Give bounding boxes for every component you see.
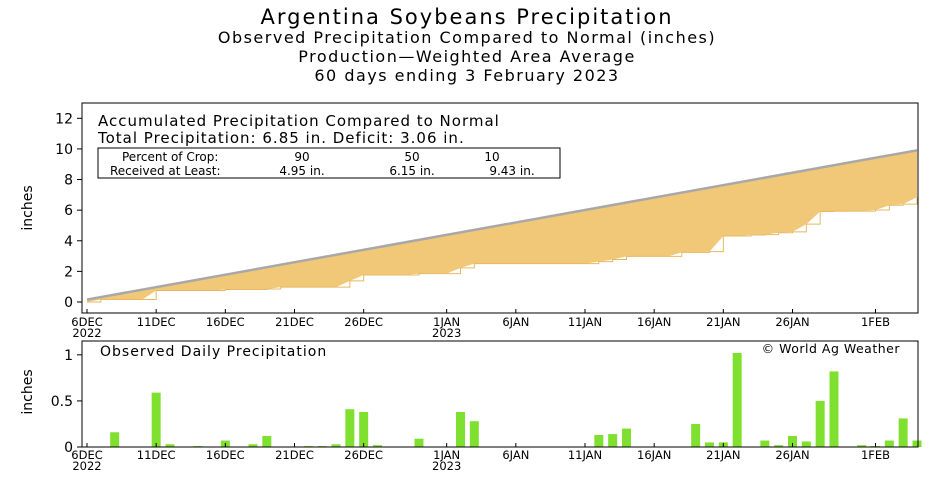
- daily-precip-bar: [788, 435, 797, 447]
- panel1-title: Accumulated Precipitation Compared to No…: [98, 112, 500, 130]
- y-tick-label: 8: [64, 173, 73, 189]
- y-axis-label: inches: [20, 369, 36, 414]
- percent-of-crop-value: 50: [404, 150, 419, 164]
- chart-subtitle-1: Observed Precipitation Compared to Norma…: [217, 28, 717, 47]
- x-tick-label: 11JAN: [568, 448, 602, 462]
- percent-of-crop-label: Percent of Crop:: [122, 150, 218, 164]
- x-tick-label: 11JAN: [568, 315, 602, 329]
- panel2-frame: [81, 340, 919, 448]
- daily-precip-bar: [110, 432, 120, 447]
- x-tick-label: 1JAN: [433, 448, 460, 462]
- daily-precip-bar: [815, 400, 825, 447]
- daily-precip-bar: [331, 444, 341, 447]
- percent-of-crop-value: 10: [484, 150, 499, 164]
- y-tick-label: 0: [64, 440, 73, 456]
- chart-title: Argentina Soybeans Precipitation: [260, 5, 674, 29]
- daily-precip-bar: [345, 409, 355, 447]
- chart-subtitle-3: 60 days ending 3 February 2023: [314, 66, 620, 85]
- x-tick-label: 16DEC: [206, 448, 245, 462]
- daily-precip-bar: [622, 428, 631, 447]
- daily-precip-bar: [898, 418, 908, 447]
- daily-precip-bar: [912, 440, 922, 447]
- y-tick-label: 4: [64, 234, 73, 250]
- x-tick-label: 21JAN: [706, 448, 740, 462]
- received-at-least-label: Received at Least:: [110, 164, 221, 178]
- x-tick-year-label: 2023: [432, 459, 461, 473]
- panel1-totals: Total Precipitation: 6.85 in. Deficit: 3…: [97, 129, 465, 147]
- y-tick-label: 10: [55, 142, 73, 158]
- chart-subtitle-2: Production—Weighted Area Average: [298, 47, 636, 66]
- copyright-label: © World Ag Weather: [762, 341, 901, 356]
- x-tick-label: 6DEC: [71, 315, 102, 329]
- daily-precip-bar: [248, 444, 258, 447]
- percent-of-crop-value: 90: [294, 150, 309, 164]
- x-tick-year-label: 2023: [432, 326, 461, 340]
- panel1-frame: [81, 102, 919, 314]
- daily-precip-bar: [774, 445, 784, 447]
- x-tick-label: 1FEB: [861, 315, 890, 329]
- daily-precip-bar: [857, 445, 867, 447]
- received-at-least-value: 6.15 in.: [389, 164, 434, 178]
- daily-precip-bar: [165, 444, 175, 447]
- daily-precip-bar: [801, 441, 811, 447]
- x-tick-year-label: 2022: [72, 326, 101, 340]
- x-tick-label: 21DEC: [275, 448, 314, 462]
- daily-precip-bar: [608, 434, 618, 447]
- normal-accumulation-line: [86, 149, 918, 301]
- y-tick-label: 0: [64, 295, 73, 311]
- y-tick-label: 12: [55, 111, 73, 127]
- x-tick-label: 16JAN: [637, 448, 671, 462]
- x-tick-label: 21DEC: [275, 315, 314, 329]
- x-tick-label: 16DEC: [206, 315, 245, 329]
- y-tick-label: 6: [64, 203, 73, 219]
- x-tick-label: 16JAN: [637, 315, 671, 329]
- received-at-least-value: 9.43 in.: [489, 164, 534, 178]
- daily-precip-bar: [829, 371, 839, 447]
- daily-precip-bar: [456, 411, 465, 447]
- daily-precip-bar: [151, 392, 161, 447]
- y-tick-label: 1: [64, 348, 73, 364]
- x-tick-label: 26JAN: [775, 448, 809, 462]
- x-tick-label: 26JAN: [775, 315, 809, 329]
- y-tick-label: 0.5: [51, 394, 73, 410]
- chart-titles: Argentina Soybeans Precipitation Observe…: [0, 6, 934, 85]
- x-tick-label: 6JAN: [502, 315, 529, 329]
- daily-precip-bar: [359, 411, 369, 447]
- x-tick-label: 26DEC: [344, 315, 383, 329]
- x-tick-label: 11DEC: [137, 448, 176, 462]
- daily-precip-bar: [691, 423, 701, 447]
- daily-precip-bar: [732, 352, 742, 447]
- daily-precip-bar: [594, 435, 604, 447]
- y-axis-label: inches: [20, 185, 36, 230]
- crop-percent-box: [97, 147, 561, 179]
- x-tick-label: 6DEC: [71, 448, 102, 462]
- daily-precip-bar: [705, 442, 714, 447]
- panel2-title: Observed Daily Precipitation: [100, 344, 327, 360]
- y-tick-label: 2: [64, 264, 73, 280]
- daily-precip-bar: [760, 440, 770, 447]
- daily-precip-bar: [373, 445, 382, 447]
- daily-precip-bar: [262, 435, 272, 447]
- x-tick-label: 26DEC: [344, 448, 383, 462]
- x-tick-label: 1JAN: [433, 315, 460, 329]
- x-tick-year-label: 2022: [72, 459, 101, 473]
- observed-accumulation-line: [87, 197, 918, 303]
- x-tick-label: 21JAN: [706, 315, 740, 329]
- x-tick-label: 6JAN: [502, 448, 529, 462]
- daily-precip-bar: [469, 421, 479, 447]
- x-tick-label: 11DEC: [137, 315, 176, 329]
- daily-precip-bar: [884, 440, 894, 447]
- daily-precip-bar: [414, 438, 424, 447]
- received-at-least-value: 4.95 in.: [279, 164, 324, 178]
- x-tick-label: 1FEB: [861, 448, 890, 462]
